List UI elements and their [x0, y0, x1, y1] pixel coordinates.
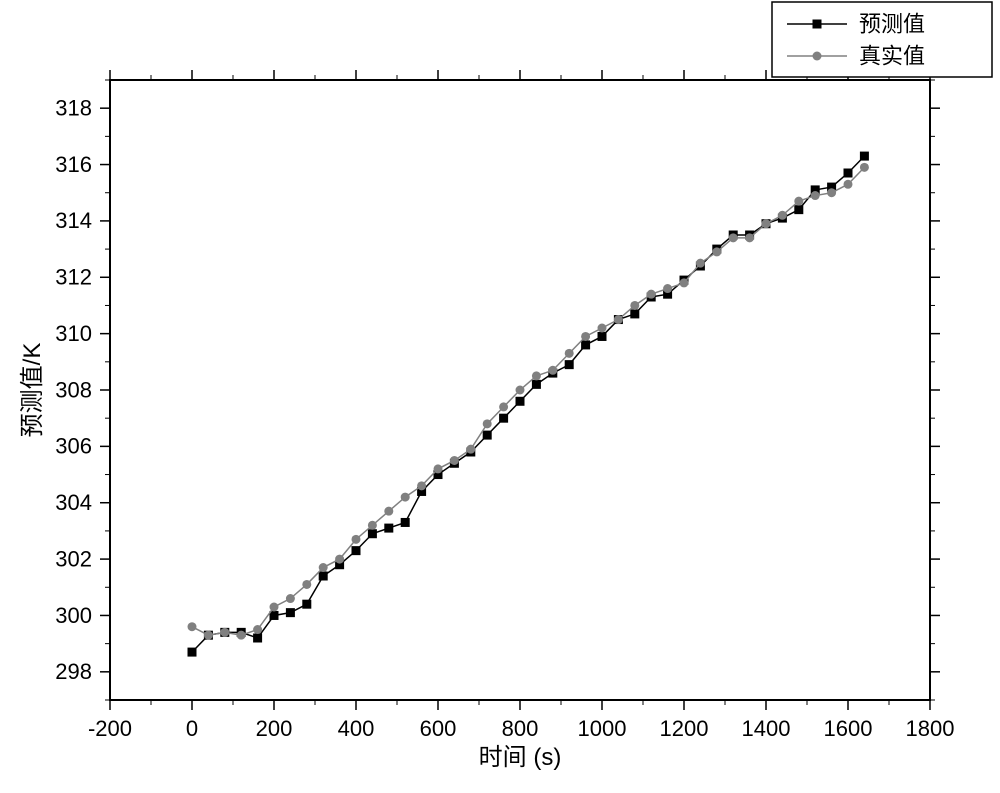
y-tick-label: 300	[55, 603, 92, 628]
series-marker	[188, 648, 197, 657]
legend-label: 预测值	[859, 11, 925, 36]
x-tick-label: 200	[256, 716, 293, 741]
series-marker	[401, 493, 410, 502]
series-marker	[384, 524, 393, 533]
series-marker	[352, 535, 361, 544]
series-marker	[565, 349, 574, 358]
series-marker	[581, 340, 590, 349]
series-marker	[581, 332, 590, 341]
series-marker	[319, 563, 328, 572]
series-marker	[253, 634, 262, 643]
series-marker	[614, 315, 623, 324]
series-marker	[220, 628, 229, 637]
series-marker	[844, 169, 853, 178]
y-tick-label: 316	[55, 152, 92, 177]
x-tick-label: 1200	[660, 716, 709, 741]
series-marker	[302, 600, 311, 609]
series-marker	[565, 360, 574, 369]
series-marker	[270, 603, 279, 612]
y-tick-label: 314	[55, 208, 92, 233]
x-axis-label: 时间 (s)	[479, 744, 562, 771]
x-tick-label: 0	[186, 716, 198, 741]
y-tick-label: 308	[55, 377, 92, 402]
series-marker	[630, 301, 639, 310]
series-marker	[794, 205, 803, 214]
y-tick-label: 310	[55, 321, 92, 346]
series-marker	[319, 572, 328, 581]
y-tick-label: 318	[55, 96, 92, 121]
series-marker	[844, 180, 853, 189]
series-marker	[516, 386, 525, 395]
series-marker	[335, 555, 344, 564]
series-marker	[352, 546, 361, 555]
series-marker	[401, 518, 410, 527]
series-marker	[286, 594, 295, 603]
series-marker	[827, 188, 836, 197]
x-tick-label: 600	[420, 716, 457, 741]
series-marker	[598, 332, 607, 341]
series-marker	[712, 247, 721, 256]
series-marker	[745, 233, 754, 242]
series-marker	[696, 259, 705, 268]
series-marker	[237, 631, 246, 640]
series-marker	[680, 278, 689, 287]
series-marker	[466, 445, 475, 454]
series-marker	[860, 152, 869, 161]
series-marker	[860, 163, 869, 172]
series-marker	[417, 481, 426, 490]
series-marker	[811, 191, 820, 200]
series-marker	[630, 309, 639, 318]
series-marker	[253, 625, 262, 634]
series-marker	[516, 397, 525, 406]
series-marker	[794, 197, 803, 206]
chart-svg: -200 0 200 400 600 800 1000 1200 1400 1600 1800 298…	[0, 0, 1000, 793]
series-marker	[548, 366, 557, 375]
x-tick-label: 1800	[906, 716, 955, 741]
series-marker	[729, 233, 738, 242]
y-tick-label: 304	[55, 490, 92, 515]
legend-marker-circle	[813, 52, 822, 61]
x-tick-label: 1000	[578, 716, 627, 741]
y-tick-label: 306	[55, 434, 92, 459]
series-marker	[384, 507, 393, 516]
x-tick-label: 1600	[824, 716, 873, 741]
series-marker	[647, 290, 656, 299]
series-marker	[483, 431, 492, 440]
series-marker	[499, 402, 508, 411]
chart-container: -200 0 200 400 600 800 1000 1200 1400 1600 1800 298…	[0, 0, 1000, 793]
series-marker	[762, 219, 771, 228]
series-marker	[434, 464, 443, 473]
series-marker	[778, 211, 787, 220]
series-marker	[598, 324, 607, 333]
series-marker	[450, 456, 459, 465]
series-marker	[302, 580, 311, 589]
series-marker	[663, 284, 672, 293]
series-marker	[368, 521, 377, 530]
x-tick-label: 1400	[742, 716, 791, 741]
series-marker	[483, 419, 492, 428]
series-marker	[286, 608, 295, 617]
series-marker	[532, 371, 541, 380]
x-tick-label: -200	[88, 716, 132, 741]
y-tick-label: 312	[55, 265, 92, 290]
series-marker	[499, 414, 508, 423]
x-tick-label: 400	[338, 716, 375, 741]
series-marker	[368, 529, 377, 538]
series-marker	[204, 631, 213, 640]
series-marker	[532, 380, 541, 389]
legend-label: 真实值	[859, 43, 925, 68]
chart-background	[0, 0, 1000, 793]
x-tick-label: 800	[502, 716, 539, 741]
y-tick-label: 302	[55, 546, 92, 571]
y-axis-label: 预测值/K	[19, 343, 46, 438]
series-marker	[188, 622, 197, 631]
y-tick-label: 298	[55, 659, 92, 684]
legend-marker-square	[813, 20, 822, 29]
